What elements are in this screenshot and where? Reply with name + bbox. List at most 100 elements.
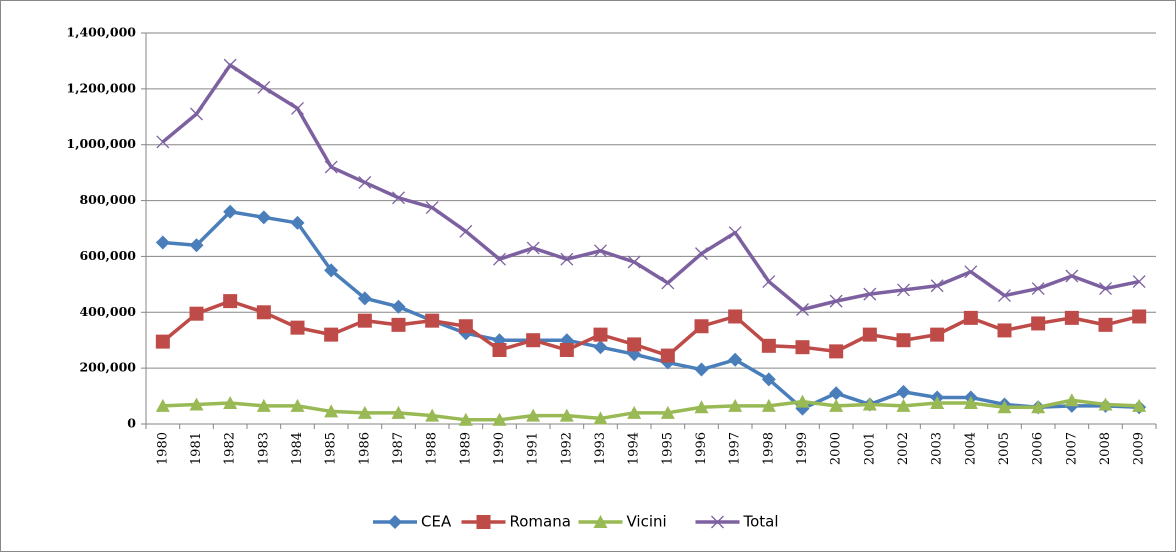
x-tick-label: 1999	[795, 432, 810, 465]
y-tick-label: 200,000	[79, 360, 136, 375]
marker	[627, 255, 641, 269]
marker	[762, 275, 776, 289]
marker	[492, 342, 507, 357]
marker	[863, 287, 877, 301]
x-tick-label: 2007	[1064, 432, 1079, 465]
marker	[1064, 393, 1079, 407]
marker	[290, 215, 305, 230]
x-tick-label: 1985	[324, 432, 339, 465]
marker	[1031, 400, 1046, 414]
marker	[392, 191, 405, 205]
marker	[1031, 316, 1046, 331]
marker	[358, 175, 372, 189]
marker	[476, 515, 491, 529]
marker	[897, 283, 910, 297]
marker	[593, 327, 608, 342]
marker	[627, 405, 642, 419]
marker	[526, 333, 541, 348]
marker	[660, 405, 675, 419]
marker	[559, 408, 574, 422]
marker	[593, 515, 608, 528]
marker	[357, 291, 372, 306]
marker	[627, 337, 642, 352]
x-tick-label: 2005	[997, 432, 1012, 465]
x-tick-label: 2001	[862, 432, 877, 465]
marker	[896, 333, 911, 348]
x-tick-label: 1981	[189, 432, 204, 465]
x-tick-label: 1997	[728, 432, 743, 465]
marker	[795, 394, 810, 408]
legend-label: Total	[743, 513, 779, 531]
marker	[998, 289, 1011, 302]
marker	[391, 317, 406, 332]
marker	[829, 386, 844, 401]
marker	[526, 408, 541, 422]
marker	[526, 241, 540, 255]
x-tick-label: 2006	[1031, 432, 1046, 465]
series-line	[162, 398, 1140, 422]
marker	[963, 310, 978, 325]
marker	[155, 334, 170, 349]
marker	[1098, 397, 1113, 411]
series-line	[161, 63, 1140, 312]
marker	[1132, 309, 1147, 324]
marker	[189, 238, 204, 253]
marker	[425, 408, 440, 422]
marker	[728, 352, 743, 367]
marker	[257, 81, 271, 94]
marker	[660, 348, 675, 363]
marker	[388, 515, 402, 529]
marker	[695, 247, 708, 261]
marker	[694, 400, 709, 414]
x-tick-label: 2004	[963, 432, 978, 465]
marker	[324, 404, 339, 418]
marker	[155, 398, 170, 412]
x-tick-label: 1994	[627, 432, 642, 465]
legend-label: Romana	[510, 513, 571, 531]
marker	[661, 276, 675, 290]
marker	[1099, 282, 1112, 296]
marker	[896, 384, 911, 399]
marker	[492, 412, 507, 426]
marker	[357, 313, 372, 328]
marker	[223, 396, 238, 410]
legend-label: Vicini	[627, 513, 667, 531]
marker	[391, 405, 406, 419]
marker	[963, 396, 978, 410]
marker	[559, 342, 574, 357]
x-tick-label: 2003	[930, 432, 945, 465]
marker	[1132, 398, 1147, 412]
marker	[761, 338, 776, 353]
marker	[560, 252, 574, 266]
marker	[458, 319, 473, 334]
marker	[256, 398, 271, 412]
marker	[256, 210, 271, 225]
marker	[593, 340, 608, 355]
x-tick-label: 1986	[357, 432, 372, 465]
marker	[997, 400, 1012, 414]
marker	[829, 398, 844, 412]
y-tick-label: 400,000	[79, 304, 136, 319]
x-tick-label: 2008	[1098, 432, 1113, 465]
x-tick-label: 2002	[896, 432, 911, 465]
marker	[155, 235, 170, 250]
marker	[594, 244, 607, 258]
marker	[694, 319, 709, 334]
x-tick-label: 1996	[694, 432, 709, 465]
marker	[223, 294, 238, 309]
marker	[796, 303, 809, 316]
y-tick-label: 1,400,000	[66, 25, 136, 40]
marker	[425, 313, 440, 328]
marker	[930, 279, 944, 293]
marker	[930, 327, 945, 342]
marker	[862, 397, 877, 411]
marker	[425, 201, 439, 215]
marker	[1132, 275, 1146, 289]
marker	[964, 265, 978, 279]
x-tick-label: 1990	[492, 432, 507, 465]
marker	[728, 309, 743, 324]
marker	[728, 226, 742, 240]
marker	[493, 252, 506, 266]
marker	[223, 204, 238, 219]
